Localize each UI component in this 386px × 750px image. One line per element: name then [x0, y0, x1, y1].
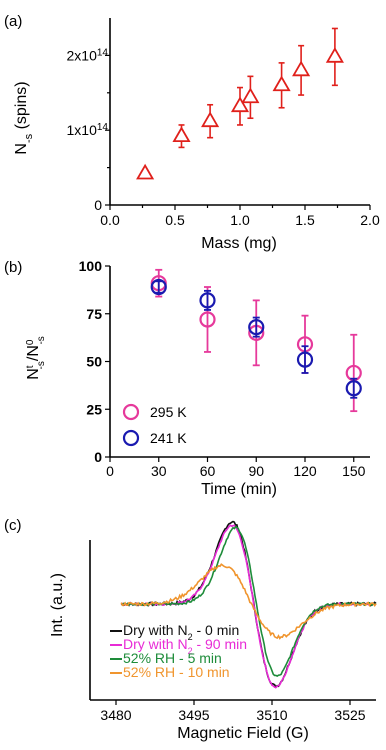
triangle-marker: [292, 60, 311, 77]
panel-a-axes: 0.0 0.5 1.0 1.5 2.0 0 1x1014 2x1014: [67, 18, 380, 228]
legend-label: Dry with N2 - 0 min: [123, 622, 239, 642]
y-tick-label: 25: [86, 401, 102, 417]
panel-c-label: (c): [4, 517, 22, 534]
x-tick-label: 3510: [256, 707, 287, 723]
data-point: [292, 44, 311, 96]
data-point: [199, 289, 216, 311]
panel-a: (a) N-s (spins) Mass (mg) 0.0 0.5 1.0 1.5 2.…: [4, 13, 380, 252]
x-tick-label: 30: [151, 463, 167, 479]
data-point: [345, 333, 362, 413]
data-point: [136, 163, 155, 180]
triangle-marker: [136, 163, 155, 180]
circle-marker: [150, 278, 167, 296]
panel-c-axes: 3480 3495 3510 3525: [89, 540, 376, 723]
x-tick-label: 90: [248, 463, 264, 479]
panel-b-ylabel: Nt-s/N0-s: [25, 336, 47, 380]
x-tick-label: 2.0: [360, 212, 380, 228]
y-tick-label: 2x1014: [67, 47, 109, 64]
data-point: [172, 124, 191, 149]
panel-b-axes: 0 30 60 90 120 150 0 25 50 75 100: [79, 258, 370, 479]
series-295k: [150, 268, 362, 413]
x-tick-label: 150: [342, 463, 366, 479]
panel-b-label: (b): [4, 259, 22, 276]
circle-marker: [345, 380, 362, 397]
x-tick-label: 120: [293, 463, 317, 479]
spectrum-line: [120, 563, 377, 640]
data-point: [230, 86, 250, 126]
circle-marker: [296, 351, 314, 368]
circle-marker: [248, 319, 265, 336]
data-point: [345, 377, 362, 399]
panel-a-xlabel: Mass (mg): [201, 235, 277, 252]
panel-c-marks: [120, 520, 377, 689]
triangle-marker: [272, 75, 291, 92]
data-point: [201, 103, 220, 139]
panel-a-label: (a): [4, 13, 22, 30]
legend-label: 295 K: [150, 404, 187, 420]
legend-item: Dry with N2 - 90 min: [110, 636, 247, 656]
legend-marker: [122, 429, 140, 447]
x-tick-label: 3480: [100, 707, 131, 723]
x-tick-label: 0.5: [165, 212, 185, 228]
legend-label: 52% RH - 10 min: [123, 664, 230, 680]
legend-item: 52% RH - 10 min: [110, 664, 230, 680]
panel-c: (c) Int. (a.u.) Magnetic Field (G) 3480 3…: [4, 517, 377, 742]
panel-b-xlabel: Time (min): [201, 481, 277, 498]
x-tick-label: 0.0: [100, 212, 120, 228]
legend-marker: [122, 403, 140, 421]
data-point: [272, 62, 291, 109]
legend-item: 241 K: [122, 429, 187, 447]
y-tick-label: 75: [86, 306, 102, 322]
panel-b: (b) Nt-s/N0-s Time (min) 0 30 60 90 120 15002…: [4, 258, 370, 498]
legend-item: 52% RH - 5 min: [110, 650, 222, 666]
y-tick-label: 1x1014: [67, 122, 109, 139]
panel-a-marks: [136, 27, 344, 180]
panel-a-ylabel: N-s (spins): [13, 81, 35, 154]
legend-item: 295 K: [122, 403, 187, 421]
series-241k: [150, 278, 362, 399]
y-tick-label: 0: [94, 449, 102, 465]
x-tick-label: 3495: [178, 707, 209, 723]
data-point: [325, 27, 344, 87]
legend-label: Dry with N2 - 90 min: [123, 636, 247, 656]
x-tick-label: 1.5: [295, 212, 315, 228]
data-point: [150, 278, 167, 296]
circle-marker: [199, 292, 216, 309]
legend-label: 52% RH - 5 min: [123, 650, 222, 666]
triangle-marker: [230, 96, 250, 113]
data-point: [296, 345, 314, 374]
triangle-marker: [325, 47, 344, 63]
panel-b-marks: [150, 268, 362, 413]
data-point: [248, 316, 265, 338]
triangle-marker: [241, 87, 260, 104]
x-tick-label: 60: [200, 463, 216, 479]
data-point: [241, 75, 260, 120]
y-tick-label: 50: [86, 354, 102, 370]
x-tick-label: 0: [106, 463, 114, 479]
triangle-marker: [172, 126, 191, 143]
legend-label: 241 K: [150, 430, 187, 446]
x-tick-label: 3525: [334, 707, 365, 723]
panel-c-ylabel: Int. (a.u.): [49, 573, 66, 637]
y-tick-label: 100: [79, 258, 103, 274]
x-tick-label: 1.0: [230, 212, 250, 228]
triangle-marker: [201, 111, 220, 128]
y-tick-label: 0: [94, 197, 102, 213]
circle-marker: [199, 311, 216, 328]
panel-b-legend: 295 K 241 K: [122, 403, 187, 447]
legend-item: Dry with N2 - 0 min: [110, 622, 239, 642]
panel-c-xlabel: Magnetic Field (G): [177, 725, 309, 742]
